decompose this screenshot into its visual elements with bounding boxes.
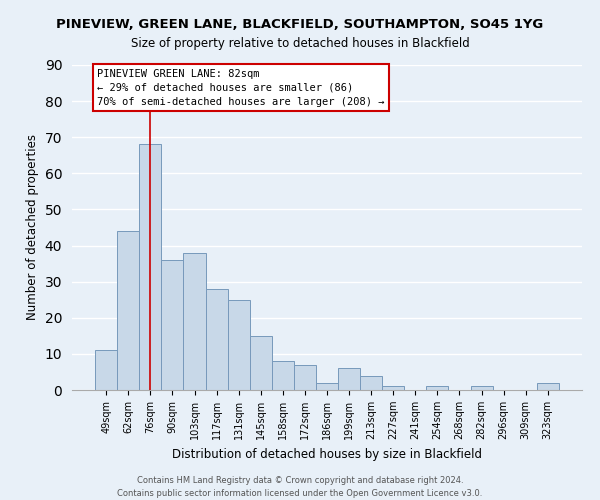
Bar: [117, 231, 139, 390]
Text: PINEVIEW, GREEN LANE, BLACKFIELD, SOUTHAMPTON, SO45 1YG: PINEVIEW, GREEN LANE, BLACKFIELD, SOUTHA…: [56, 18, 544, 30]
Bar: [338, 368, 360, 390]
Text: Size of property relative to detached houses in Blackfield: Size of property relative to detached ho…: [131, 38, 469, 51]
Bar: [161, 260, 184, 390]
Bar: [382, 386, 404, 390]
Bar: [427, 386, 448, 390]
Bar: [139, 144, 161, 390]
Bar: [537, 383, 559, 390]
Bar: [95, 350, 117, 390]
Bar: [294, 364, 316, 390]
X-axis label: Distribution of detached houses by size in Blackfield: Distribution of detached houses by size …: [172, 448, 482, 460]
Bar: [470, 386, 493, 390]
Text: Contains HM Land Registry data © Crown copyright and database right 2024.
Contai: Contains HM Land Registry data © Crown c…: [118, 476, 482, 498]
Bar: [360, 376, 382, 390]
Bar: [206, 289, 227, 390]
Text: PINEVIEW GREEN LANE: 82sqm
← 29% of detached houses are smaller (86)
70% of semi: PINEVIEW GREEN LANE: 82sqm ← 29% of deta…: [97, 68, 385, 106]
Bar: [250, 336, 272, 390]
Bar: [272, 361, 294, 390]
Bar: [184, 253, 206, 390]
Bar: [316, 383, 338, 390]
Y-axis label: Number of detached properties: Number of detached properties: [26, 134, 39, 320]
Bar: [227, 300, 250, 390]
